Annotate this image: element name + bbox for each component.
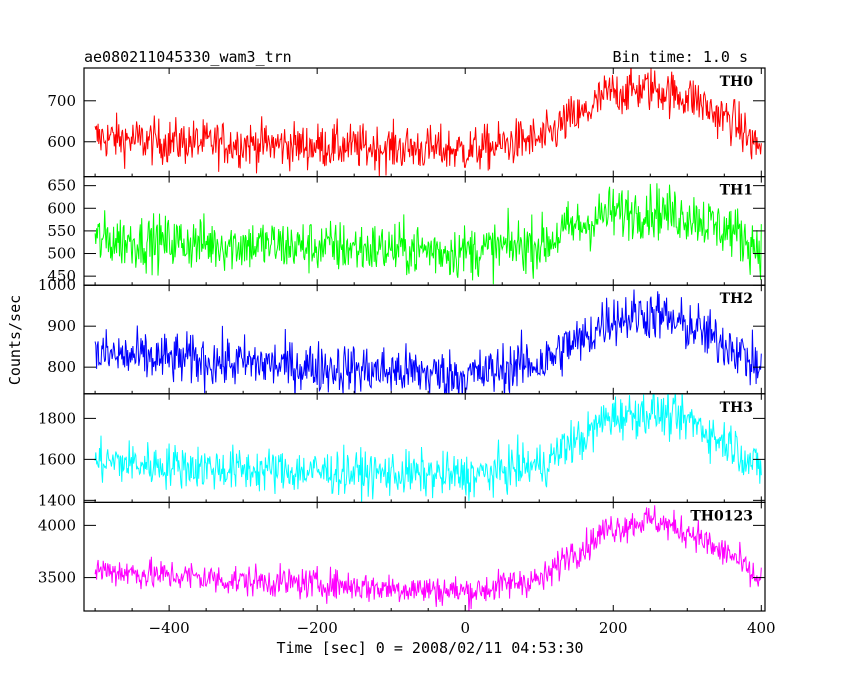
- panel-label-th2: TH2: [720, 291, 753, 307]
- panel-label-th1: TH1: [720, 183, 753, 199]
- panel-label-th3: TH3: [720, 400, 753, 416]
- x-tick-label: 200: [599, 619, 628, 637]
- y-tick-label: 700: [47, 92, 76, 110]
- y-tick-label: 4000: [38, 516, 76, 534]
- x-tick-label: 0: [460, 619, 470, 637]
- panel-frame-th0123: [83, 501, 766, 612]
- y-tick-label: 800: [47, 358, 76, 376]
- y-tick-label: 1400: [38, 491, 76, 509]
- y-tick-label: 550: [47, 222, 76, 240]
- y-tick-label: 1600: [38, 450, 76, 468]
- series-line-th1: [94, 183, 762, 285]
- y-tick-label: 1800: [38, 409, 76, 427]
- y-axis-label: Counts/sec: [6, 295, 24, 385]
- x-axis-label: Time [sec] 0 = 2008/02/11 04:53:30: [276, 639, 583, 657]
- panel-label-th0: TH0: [720, 74, 754, 90]
- x-tick-label: 400: [747, 619, 776, 637]
- series-line-th3: [94, 393, 762, 503]
- series-line-th2: [94, 289, 762, 394]
- bin-time-label: Bin time: 1.0 s: [613, 48, 748, 66]
- series-line-th0: [94, 68, 762, 177]
- y-tick-label: 900: [47, 317, 76, 335]
- chart-title: ae080211045330_wam3_trn: [84, 48, 292, 66]
- y-tick-label: 1000: [38, 276, 76, 294]
- x-tick-label: −200: [297, 619, 338, 637]
- y-tick-label: 3500: [38, 569, 76, 587]
- panels-group: 600 700 TH0 450 500 550 600 650 TH1 800 900 1000 TH2…: [38, 67, 776, 637]
- y-tick-label: 600: [47, 133, 76, 151]
- series-line-th0123: [94, 505, 762, 611]
- y-tick-label: 650: [47, 177, 76, 195]
- panel-frame-th1: [83, 176, 766, 286]
- y-tick-label: 600: [47, 199, 76, 217]
- x-tick-label: −400: [149, 619, 190, 637]
- panel-label-th0123: TH0123: [690, 508, 753, 524]
- y-tick-label: 500: [47, 245, 76, 263]
- y-tick-label: 450: [47, 267, 76, 285]
